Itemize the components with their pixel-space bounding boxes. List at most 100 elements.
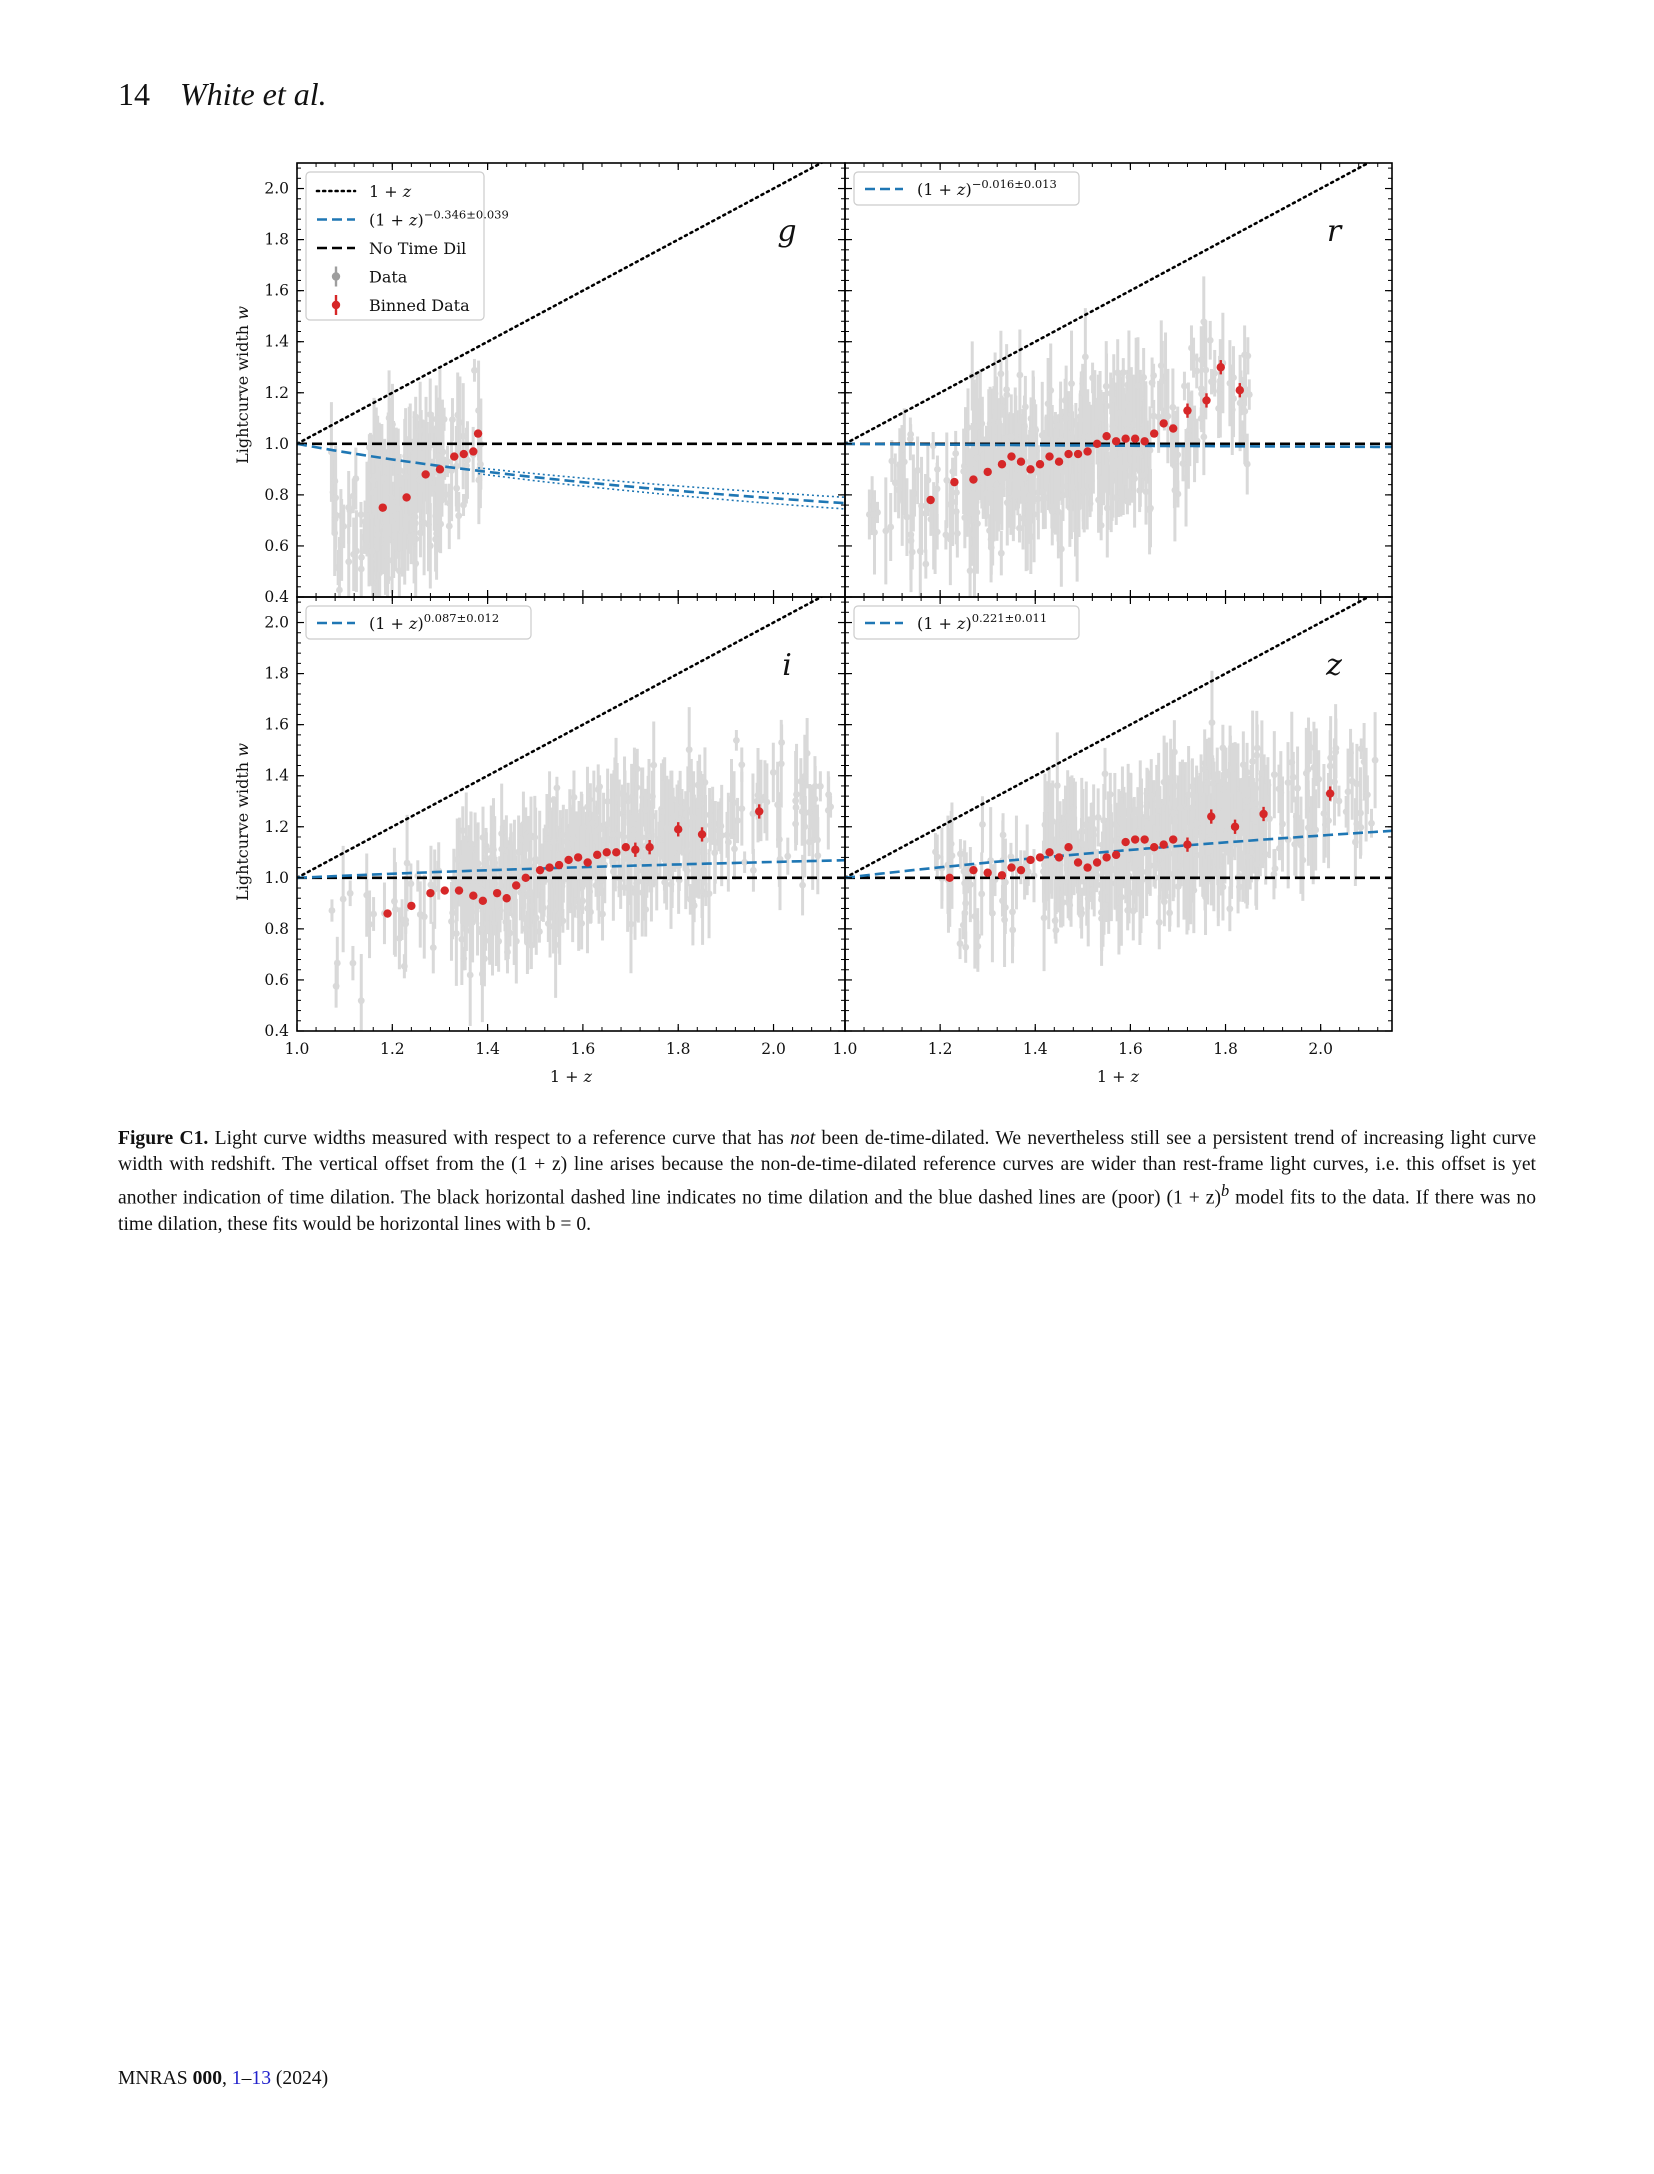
data-point [628, 794, 636, 802]
data-point [1073, 479, 1081, 486]
data-point [1077, 413, 1084, 421]
data-point [663, 853, 671, 861]
data-point [1228, 800, 1236, 808]
data-point [1132, 879, 1140, 887]
data-point [749, 810, 757, 818]
data-point [520, 843, 528, 851]
data-point [527, 832, 535, 840]
data-point [1183, 882, 1191, 890]
data-point [964, 424, 972, 431]
data-point [1113, 819, 1121, 827]
data-point [643, 867, 651, 875]
data-point [1193, 794, 1201, 801]
data-point [980, 479, 988, 487]
data-point [1166, 870, 1174, 878]
data-point [1279, 820, 1286, 828]
data-point [1347, 749, 1354, 757]
data-point [895, 486, 902, 494]
data-point [1199, 856, 1207, 864]
data-point [990, 421, 998, 428]
data-point [1003, 386, 1011, 393]
data-point [569, 896, 577, 904]
data-point [384, 475, 392, 483]
y-tick-label: 1.8 [264, 665, 289, 683]
data-point [378, 546, 386, 554]
data-point [1254, 833, 1262, 841]
page-start-link[interactable]: 1 [231, 2068, 242, 2089]
x-tick-label: 1.4 [475, 1040, 500, 1058]
data-point [1331, 778, 1338, 786]
data-point [1110, 445, 1118, 453]
data-point [639, 793, 647, 801]
legend-item: Data [331, 266, 408, 287]
data-point [661, 846, 668, 853]
data-point [995, 418, 1003, 426]
data-point [741, 858, 749, 866]
data-point [995, 479, 1003, 486]
data-point [891, 479, 899, 487]
data-point [339, 895, 347, 903]
data-point [974, 933, 982, 940]
binned-point [1159, 419, 1168, 428]
data-point [1128, 467, 1136, 474]
data-point [489, 844, 497, 852]
binned-point [521, 873, 530, 883]
data-point [1119, 466, 1127, 474]
data-point [1201, 765, 1209, 773]
data-point [425, 482, 433, 490]
data-point [544, 920, 552, 927]
data-point [1104, 820, 1112, 828]
data-point [504, 870, 512, 878]
data-point [808, 803, 816, 811]
binned-point [1111, 437, 1121, 446]
data-point [634, 878, 642, 885]
data-point [973, 406, 981, 414]
data-point [402, 916, 410, 924]
data-point [942, 531, 950, 539]
page-end-link[interactable]: 13 [251, 2068, 271, 2089]
data-point [1163, 848, 1170, 856]
data-point [372, 448, 380, 456]
data-point [959, 921, 967, 929]
data-point [547, 897, 555, 905]
data-point [647, 866, 655, 874]
data-point [638, 819, 645, 827]
data-point [373, 458, 381, 466]
y-tick-label: 1.2 [264, 384, 289, 402]
data-point [1046, 833, 1054, 840]
data-point [970, 490, 978, 497]
data-point [556, 883, 563, 891]
data-point [699, 818, 706, 825]
data-point [763, 798, 771, 806]
data-point [1226, 905, 1234, 913]
data-point [988, 431, 996, 439]
data-point [409, 461, 417, 469]
binned-point [983, 868, 992, 877]
panel-r: r(1 + z)−0.016±0.013 [844, 162, 1393, 598]
data-point [617, 883, 625, 891]
data-point [412, 519, 419, 527]
data-point [898, 489, 906, 497]
data-point [392, 906, 399, 913]
data-point [1094, 813, 1102, 821]
data-point [990, 512, 998, 520]
caption-superscript: b [1221, 1181, 1230, 1200]
data-point [1114, 450, 1122, 458]
data-point [409, 528, 417, 536]
binned-point [383, 909, 392, 918]
data-point [559, 850, 567, 858]
data-point [1234, 808, 1242, 816]
data-point [1138, 454, 1146, 461]
data-point [1113, 447, 1121, 455]
data-point [1059, 491, 1067, 499]
data-point [965, 486, 973, 494]
data-point [387, 507, 395, 515]
data-point [732, 736, 740, 744]
data-point [506, 929, 514, 937]
data-point [479, 834, 487, 841]
binned-point [1130, 835, 1140, 844]
binned-point [1140, 835, 1149, 844]
data-point [988, 477, 996, 485]
data-point [462, 835, 470, 843]
data-point [966, 567, 974, 575]
